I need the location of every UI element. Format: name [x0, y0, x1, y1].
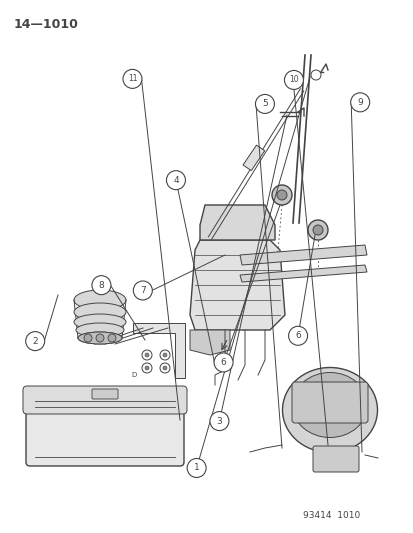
FancyBboxPatch shape — [291, 382, 367, 423]
Bar — [242, 145, 264, 171]
FancyBboxPatch shape — [26, 393, 183, 466]
Text: 1: 1 — [193, 464, 199, 472]
Circle shape — [276, 190, 286, 200]
Polygon shape — [240, 245, 366, 265]
Text: 10: 10 — [288, 76, 298, 84]
Ellipse shape — [76, 323, 124, 337]
Circle shape — [92, 276, 111, 295]
Polygon shape — [133, 323, 185, 378]
Circle shape — [84, 334, 92, 342]
Text: 6: 6 — [294, 332, 300, 340]
Text: 2: 2 — [32, 337, 38, 345]
Circle shape — [123, 69, 142, 88]
Text: 5: 5 — [261, 100, 267, 108]
Circle shape — [255, 94, 274, 114]
FancyBboxPatch shape — [92, 389, 118, 399]
Text: 6: 6 — [220, 358, 226, 367]
Polygon shape — [240, 265, 366, 282]
Circle shape — [187, 458, 206, 478]
Circle shape — [214, 353, 233, 372]
Text: 7: 7 — [140, 286, 145, 295]
Ellipse shape — [78, 332, 122, 344]
Circle shape — [145, 353, 149, 357]
Ellipse shape — [74, 314, 126, 330]
Circle shape — [209, 411, 228, 431]
Circle shape — [96, 334, 104, 342]
Circle shape — [133, 281, 152, 300]
Circle shape — [142, 363, 152, 373]
Circle shape — [26, 332, 45, 351]
Ellipse shape — [74, 290, 126, 310]
Circle shape — [166, 171, 185, 190]
Text: 3: 3 — [216, 417, 222, 425]
Text: 4: 4 — [173, 176, 178, 184]
Circle shape — [145, 366, 149, 370]
Ellipse shape — [282, 367, 377, 453]
Circle shape — [312, 225, 322, 235]
Circle shape — [284, 70, 303, 90]
Circle shape — [163, 353, 166, 357]
Circle shape — [350, 93, 369, 112]
Polygon shape — [190, 330, 230, 355]
Circle shape — [142, 350, 152, 360]
Circle shape — [159, 363, 170, 373]
Text: 9: 9 — [356, 98, 362, 107]
Ellipse shape — [292, 373, 367, 438]
Text: 11: 11 — [128, 75, 137, 83]
FancyBboxPatch shape — [312, 446, 358, 472]
Ellipse shape — [74, 303, 126, 321]
Circle shape — [108, 334, 116, 342]
Ellipse shape — [78, 332, 122, 344]
Text: 8: 8 — [98, 281, 104, 289]
FancyBboxPatch shape — [23, 386, 187, 414]
Circle shape — [288, 326, 307, 345]
Text: 14—1010: 14—1010 — [14, 18, 79, 31]
Text: 93414  1010: 93414 1010 — [302, 511, 359, 520]
Circle shape — [310, 70, 320, 80]
Circle shape — [307, 220, 327, 240]
Text: D: D — [131, 372, 136, 378]
Polygon shape — [190, 240, 284, 330]
Circle shape — [159, 350, 170, 360]
Polygon shape — [199, 205, 274, 240]
Circle shape — [271, 185, 291, 205]
Circle shape — [163, 366, 166, 370]
